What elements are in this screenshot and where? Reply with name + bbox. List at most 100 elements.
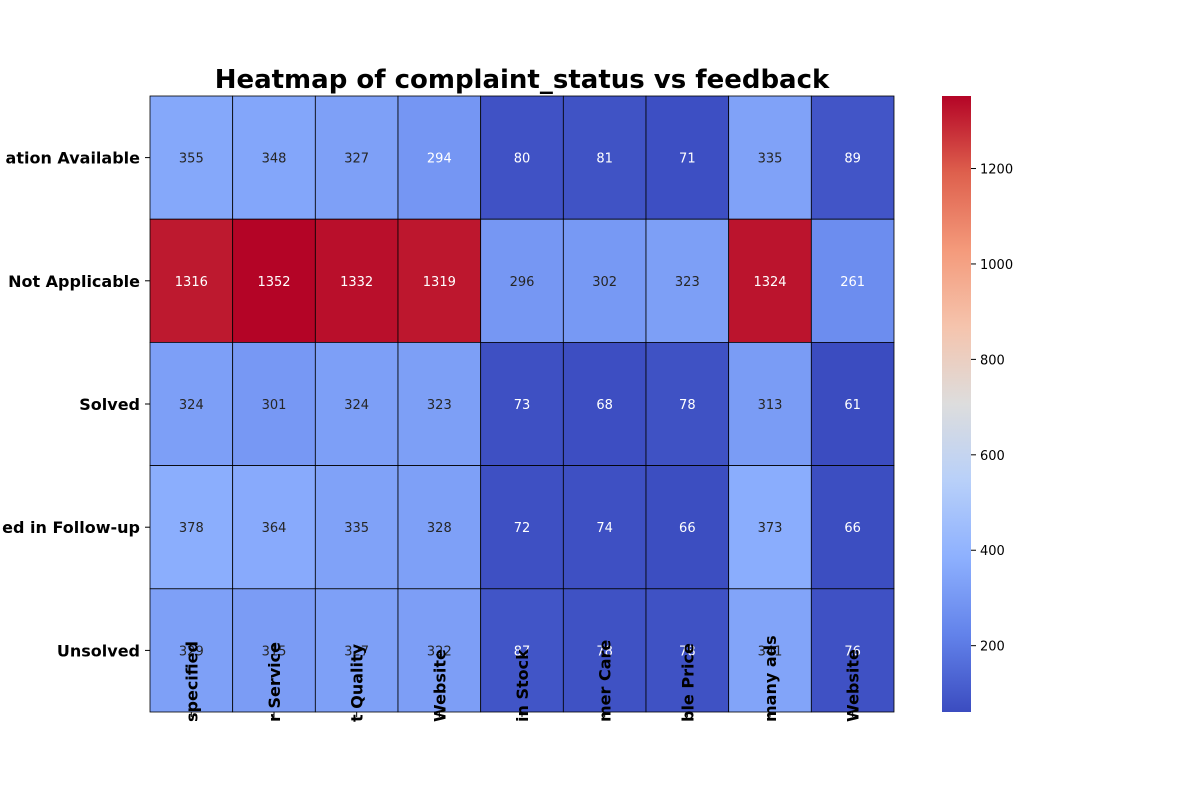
heatmap-cell xyxy=(149,588,234,713)
heatmap-cell xyxy=(397,341,482,466)
cell-value-label: 294 xyxy=(427,152,452,167)
cell-value-label: 315 xyxy=(262,644,287,659)
heatmap-cell xyxy=(149,465,234,590)
cell-value-label: 80 xyxy=(514,152,531,167)
cell-value-label: 302 xyxy=(592,275,617,290)
heatmap-cell xyxy=(728,465,812,590)
colorbar-gradient xyxy=(942,96,971,712)
cell-value-label: 378 xyxy=(179,521,204,536)
row-label: Not Applicable xyxy=(8,272,140,291)
column-label: many ads xyxy=(761,635,780,722)
cell-value-label: 324 xyxy=(179,398,204,413)
heatmap-cell xyxy=(480,341,564,466)
colorbar-tick-label: 600 xyxy=(980,449,1005,464)
cell-value-label: 329 xyxy=(179,644,204,659)
heatmap-cell xyxy=(232,465,316,590)
heatmap-cell xyxy=(314,341,399,466)
cell-value-label: 76 xyxy=(844,644,861,659)
cell-value-label: 78 xyxy=(679,644,696,659)
heatmap-cell xyxy=(810,218,895,343)
heatmap-cell xyxy=(562,588,647,713)
cell-value-label: 373 xyxy=(758,521,783,536)
colorbar-tick-label: 1200 xyxy=(980,163,1013,178)
chart-title: Heatmap of complaint_status vs feedback xyxy=(215,65,830,95)
cell-value-label: 323 xyxy=(675,275,700,290)
cell-value-label: 81 xyxy=(596,152,613,167)
cell-value-label: 78 xyxy=(679,398,696,413)
heatmap-cell xyxy=(480,218,564,343)
heatmap-cell xyxy=(314,588,399,713)
heatmap-cell xyxy=(810,465,895,590)
heatmap-cell xyxy=(149,341,234,466)
cell-value-label: 78 xyxy=(596,644,613,659)
cell-value-label: 68 xyxy=(596,398,613,413)
heatmap-cell xyxy=(645,218,730,343)
column-label: r Service xyxy=(265,642,284,722)
cell-value-label: 66 xyxy=(679,521,696,536)
cell-value-label: 296 xyxy=(510,275,535,290)
heatmap-cell xyxy=(232,341,316,466)
column-label: mer Care xyxy=(596,640,615,722)
heatmap-cell xyxy=(480,588,564,713)
row-label: Unsolved xyxy=(57,641,140,660)
column-label: specified xyxy=(182,641,201,722)
row-label: ation Available xyxy=(6,149,141,168)
column-label: Website xyxy=(844,649,863,722)
heatmap-cell xyxy=(562,95,647,220)
heatmap-cell xyxy=(232,588,316,713)
cell-value-label: 335 xyxy=(344,521,369,536)
column-label: t Quality xyxy=(348,643,367,722)
heatmap-cell xyxy=(314,218,399,343)
cell-value-label: 1332 xyxy=(340,275,373,290)
row-label: ed in Follow-up xyxy=(2,518,140,537)
heatmap-cell xyxy=(728,218,812,343)
heatmap-cell xyxy=(149,95,234,220)
heatmap-cell xyxy=(562,218,647,343)
cell-value-label: 71 xyxy=(679,152,696,167)
cell-value-label: 364 xyxy=(262,521,287,536)
column-label: Website xyxy=(430,649,449,722)
cell-value-label: 348 xyxy=(262,152,287,167)
heatmap-cell xyxy=(810,341,895,466)
cell-value-label: 324 xyxy=(344,398,369,413)
cell-value-label: 66 xyxy=(844,521,861,536)
cell-value-label: 301 xyxy=(262,398,287,413)
cell-value-label: 261 xyxy=(840,275,865,290)
cell-value-label: 1352 xyxy=(257,275,290,290)
cell-value-label: 1324 xyxy=(753,275,786,290)
colorbar-tick-label: 200 xyxy=(980,640,1005,655)
colorbar-tick-label: 800 xyxy=(980,353,1005,368)
cell-value-label: 72 xyxy=(514,521,531,536)
heatmap-cell xyxy=(645,341,730,466)
column-labels: specified r Service t Quality Website in Sto… xyxy=(182,635,862,722)
row-labels: ation Available Not Applicable Solved ed in… xyxy=(2,149,150,660)
colorbar: 200 400 600 800 1000 1200 xyxy=(942,96,1013,712)
cell-value-label: 327 xyxy=(344,644,369,659)
row-label: Solved xyxy=(79,395,140,414)
cell-value-label: 1316 xyxy=(175,275,208,290)
heatmap-cell xyxy=(232,95,316,220)
cell-value-label: 61 xyxy=(844,398,861,413)
cell-value-label: 328 xyxy=(427,521,452,536)
colorbar-tick-label: 400 xyxy=(980,544,1005,559)
cell-value-label: 322 xyxy=(427,644,452,659)
heatmap-cell xyxy=(314,95,399,220)
cell-value-label: 313 xyxy=(758,398,783,413)
column-label: in Stock xyxy=(513,649,532,722)
heatmap-cell xyxy=(397,218,482,343)
heatmap-cell xyxy=(728,588,812,713)
cell-value-label: 341 xyxy=(758,644,783,659)
cell-value-label: 323 xyxy=(427,398,452,413)
heatmap-cell xyxy=(397,465,482,590)
heatmap-cell xyxy=(810,588,895,713)
cell-value-label: 327 xyxy=(344,152,369,167)
cell-value-label: 73 xyxy=(514,398,531,413)
heatmap-cell xyxy=(645,588,730,713)
cell-value-label: 87 xyxy=(514,644,531,659)
heatmap-cell xyxy=(149,218,234,343)
cell-value-label: 89 xyxy=(844,152,861,167)
column-label: ble Price xyxy=(678,643,697,722)
heatmap-cell xyxy=(728,95,812,220)
